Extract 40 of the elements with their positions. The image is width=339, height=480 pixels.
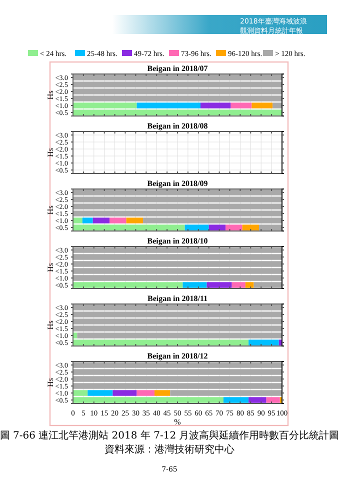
chart-title: Beigan in 2018/07: [147, 64, 208, 73]
chart-title: Beigan in 2018/12: [147, 352, 208, 360]
chart-title: Beigan in 2018/08: [147, 122, 208, 130]
y-axis-title: Hs: [46, 263, 55, 272]
bar: [245, 282, 254, 288]
bar: [184, 224, 209, 230]
y-axis-title: Hs: [46, 90, 55, 100]
y-axis-title: Hs: [46, 206, 55, 214]
bar: [88, 390, 113, 396]
x-axis-title: %: [174, 418, 182, 426]
bar: [248, 397, 266, 403]
bar: [232, 282, 246, 288]
bar: [230, 102, 252, 108]
bar: [136, 390, 155, 396]
bar: [73, 282, 183, 288]
chart-title: Beigan in 2018/10: [147, 236, 208, 246]
source-note: 資料來源：港灣技術研究中心: [104, 444, 234, 456]
bar: [182, 282, 207, 288]
bar: [154, 390, 170, 396]
bar: [112, 390, 137, 396]
bar: [200, 102, 231, 108]
bar: [252, 102, 273, 108]
y-axis-title: Hs: [46, 378, 55, 387]
bar: [110, 218, 126, 224]
bar: [248, 340, 279, 346]
bar: [242, 224, 260, 230]
bar: [82, 218, 93, 224]
y-axis-title: Hs: [46, 148, 55, 157]
chart-title: Beigan in 2018/11: [147, 294, 208, 303]
bar: [206, 282, 232, 288]
chart-title: Beigan in 2018/09: [147, 179, 208, 188]
bar: [126, 218, 144, 224]
bar: [208, 224, 226, 230]
y-axis-title: Hs: [46, 320, 55, 330]
caption: 圖 7-66 連江北竿港測站 2018 年 7-12 月波高與延續作用時數百分比統計圖: [0, 430, 339, 442]
bar: [223, 397, 249, 403]
bar: [136, 102, 200, 108]
bar: [92, 218, 110, 224]
bar: [266, 397, 280, 403]
bar: [226, 224, 242, 230]
